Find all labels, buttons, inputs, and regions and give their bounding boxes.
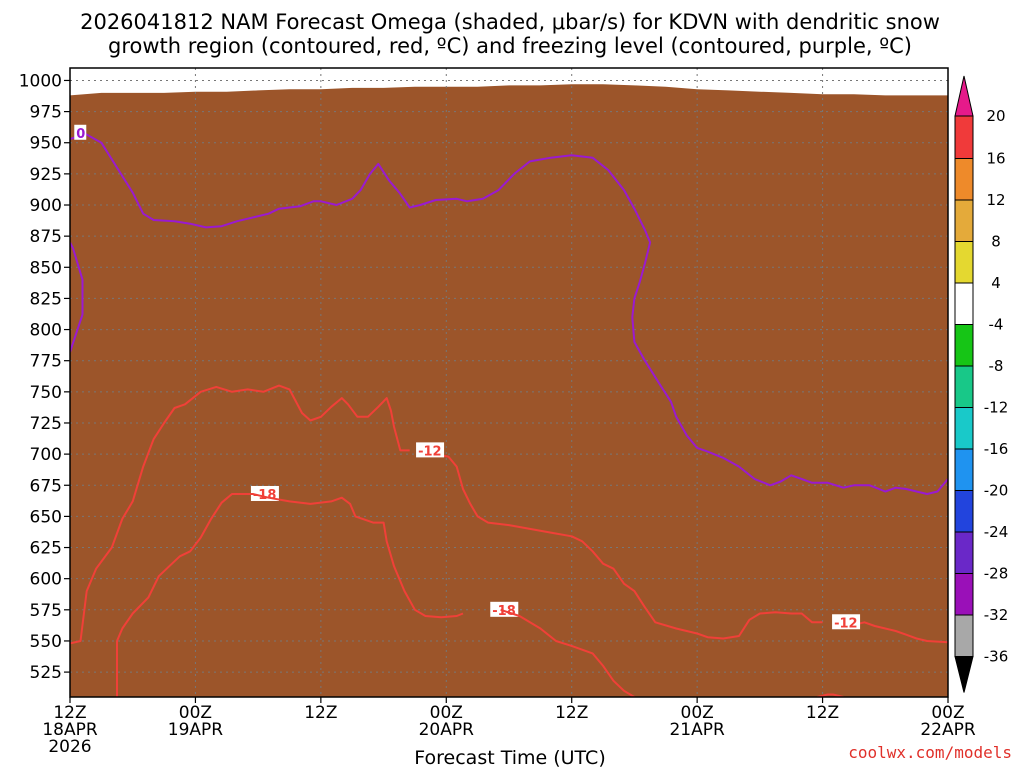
y-tick-label-750: 750 [30, 383, 62, 403]
colorbar-label-1: 16 [986, 150, 1005, 168]
y-tick-label-675: 675 [30, 476, 62, 496]
red-contour-line-0 [70, 384, 410, 645]
red-contour-label-0: -18 [253, 488, 277, 503]
x-tick-label-60-2: 21APR [669, 720, 725, 740]
colorbar-bottom-arrow [954, 656, 974, 693]
y-tick-label-875: 875 [30, 227, 62, 247]
purple-contour-label-bg-0 [74, 124, 87, 140]
y-tick-label-925: 925 [30, 165, 62, 185]
colorbar-label-2: 12 [986, 191, 1005, 209]
x-tick-label-36-2: 20APR [419, 720, 475, 740]
x-tick-label-48-1: 12Z [555, 703, 588, 723]
freezing-level-contours: 0 [70, 124, 948, 495]
colorbar-bin-11 [954, 573, 974, 616]
colorbar-bin-12 [954, 614, 974, 657]
x-tick-label-36-1: 00Z [430, 703, 463, 723]
colorbar-bin-7 [954, 407, 974, 450]
x-tick-label-0-2: 18APR [42, 720, 98, 740]
colorbar-label-8: -16 [984, 440, 1009, 458]
colorbar-label-13: -36 [984, 648, 1009, 666]
x-tick-label-84-1: 00Z [931, 703, 964, 723]
x-tick-label-72-1: 12Z [806, 703, 839, 723]
credit-link[interactable]: coolwx.com/models [848, 743, 1012, 762]
plot-frame [69, 67, 949, 698]
x-tick-label-0-3: 2026 [48, 737, 91, 757]
colorbar-bin-4 [954, 282, 974, 325]
red-contour-line-2 [116, 493, 464, 697]
colorbar-label-10: -24 [984, 523, 1009, 541]
y-tick-label-700: 700 [30, 445, 62, 465]
x-tick-label-84-2: 22APR [920, 720, 976, 740]
red-contour-label-1: -12 [418, 444, 442, 459]
x-axis-title: Forecast Time (UTC) [414, 747, 605, 768]
colorbar: 20 16 12 8 4 -4 -8 -12 -16 -20 -24 -28 -32 -36 [954, 75, 1009, 693]
y-tick-label-1000: 1000 [19, 71, 62, 91]
colorbar-bin-3 [954, 241, 974, 284]
colorbar-bin-5 [954, 324, 974, 367]
colorbar-label-9: -20 [984, 482, 1009, 500]
x-tick-label-12-1: 00Z [179, 703, 212, 723]
x-tick-label-60-1: 00Z [681, 703, 714, 723]
y-tick-label-725: 725 [30, 414, 62, 434]
colorbar-label-0: 20 [986, 107, 1005, 125]
ground-layer [70, 84, 948, 697]
y-tick-label-950: 950 [30, 134, 62, 154]
colorbar-label-4: 4 [991, 274, 1001, 292]
grid-lines [70, 68, 948, 697]
chart-title-line-1: 2026041812 NAM Forecast Omega (shaded, μ… [80, 10, 940, 34]
chart-title-line-2: growth region (contoured, red, ºC) and f… [108, 34, 912, 58]
y-tick-label-825: 825 [30, 289, 62, 309]
y-tick-label-775: 775 [30, 352, 62, 372]
y-tick-label-900: 900 [30, 196, 62, 216]
red-contour-line-4 [500, 608, 635, 697]
colorbar-bin-0 [954, 115, 974, 159]
colorbar-top-arrow [954, 75, 974, 117]
y-tick-label-650: 650 [30, 507, 62, 527]
colorbar-bin-8 [954, 448, 974, 491]
red-contour-line-5 [817, 693, 844, 697]
colorbar-label-11: -28 [984, 565, 1009, 583]
red-contour-label-bg-3 [832, 614, 861, 630]
colorbar-bin-2 [954, 199, 974, 242]
red-contour-label-bg-0 [250, 485, 279, 501]
y-tick-label-550: 550 [30, 632, 62, 652]
colorbar-bin-9 [954, 490, 974, 533]
y-tick-label-625: 625 [30, 539, 62, 559]
colorbar-label-3: 8 [991, 233, 1001, 251]
purple-contour-label-0: 0 [76, 127, 85, 142]
snow-growth-contours: -18-12-18-12 [70, 384, 948, 697]
colorbar-label-6: -8 [989, 357, 1004, 375]
purple-contour-line-1 [70, 241, 84, 353]
red-contour-label-bg-1 [416, 442, 445, 458]
y-tick-label-575: 575 [30, 601, 62, 621]
red-contour-label-3: -12 [834, 616, 858, 631]
y-tick-label-850: 850 [30, 258, 62, 278]
colorbar-bin-1 [954, 158, 974, 201]
colorbar-label-5: -4 [989, 316, 1004, 334]
y-tick-label-525: 525 [30, 663, 62, 683]
y-tick-label-975: 975 [30, 103, 62, 123]
ground-fill [70, 84, 948, 697]
purple-contour-line-0 [70, 133, 948, 495]
colorbar-bin-6 [954, 365, 974, 408]
colorbar-label-12: -32 [984, 606, 1009, 624]
y-axis: 525 550 575 600 625 650 675 700 725 750 775 800 825 8… [19, 71, 70, 683]
x-tick-label-24-1: 12Z [304, 703, 337, 723]
y-tick-label-800: 800 [30, 321, 62, 341]
x-tick-label-12-2: 19APR [168, 720, 224, 740]
colorbar-bin-10 [954, 531, 974, 574]
y-tick-label-600: 600 [30, 570, 62, 590]
red-contour-line-1 [433, 453, 823, 640]
x-tick-label-0-1: 12Z [53, 703, 86, 723]
colorbar-label-7: -12 [984, 399, 1009, 417]
